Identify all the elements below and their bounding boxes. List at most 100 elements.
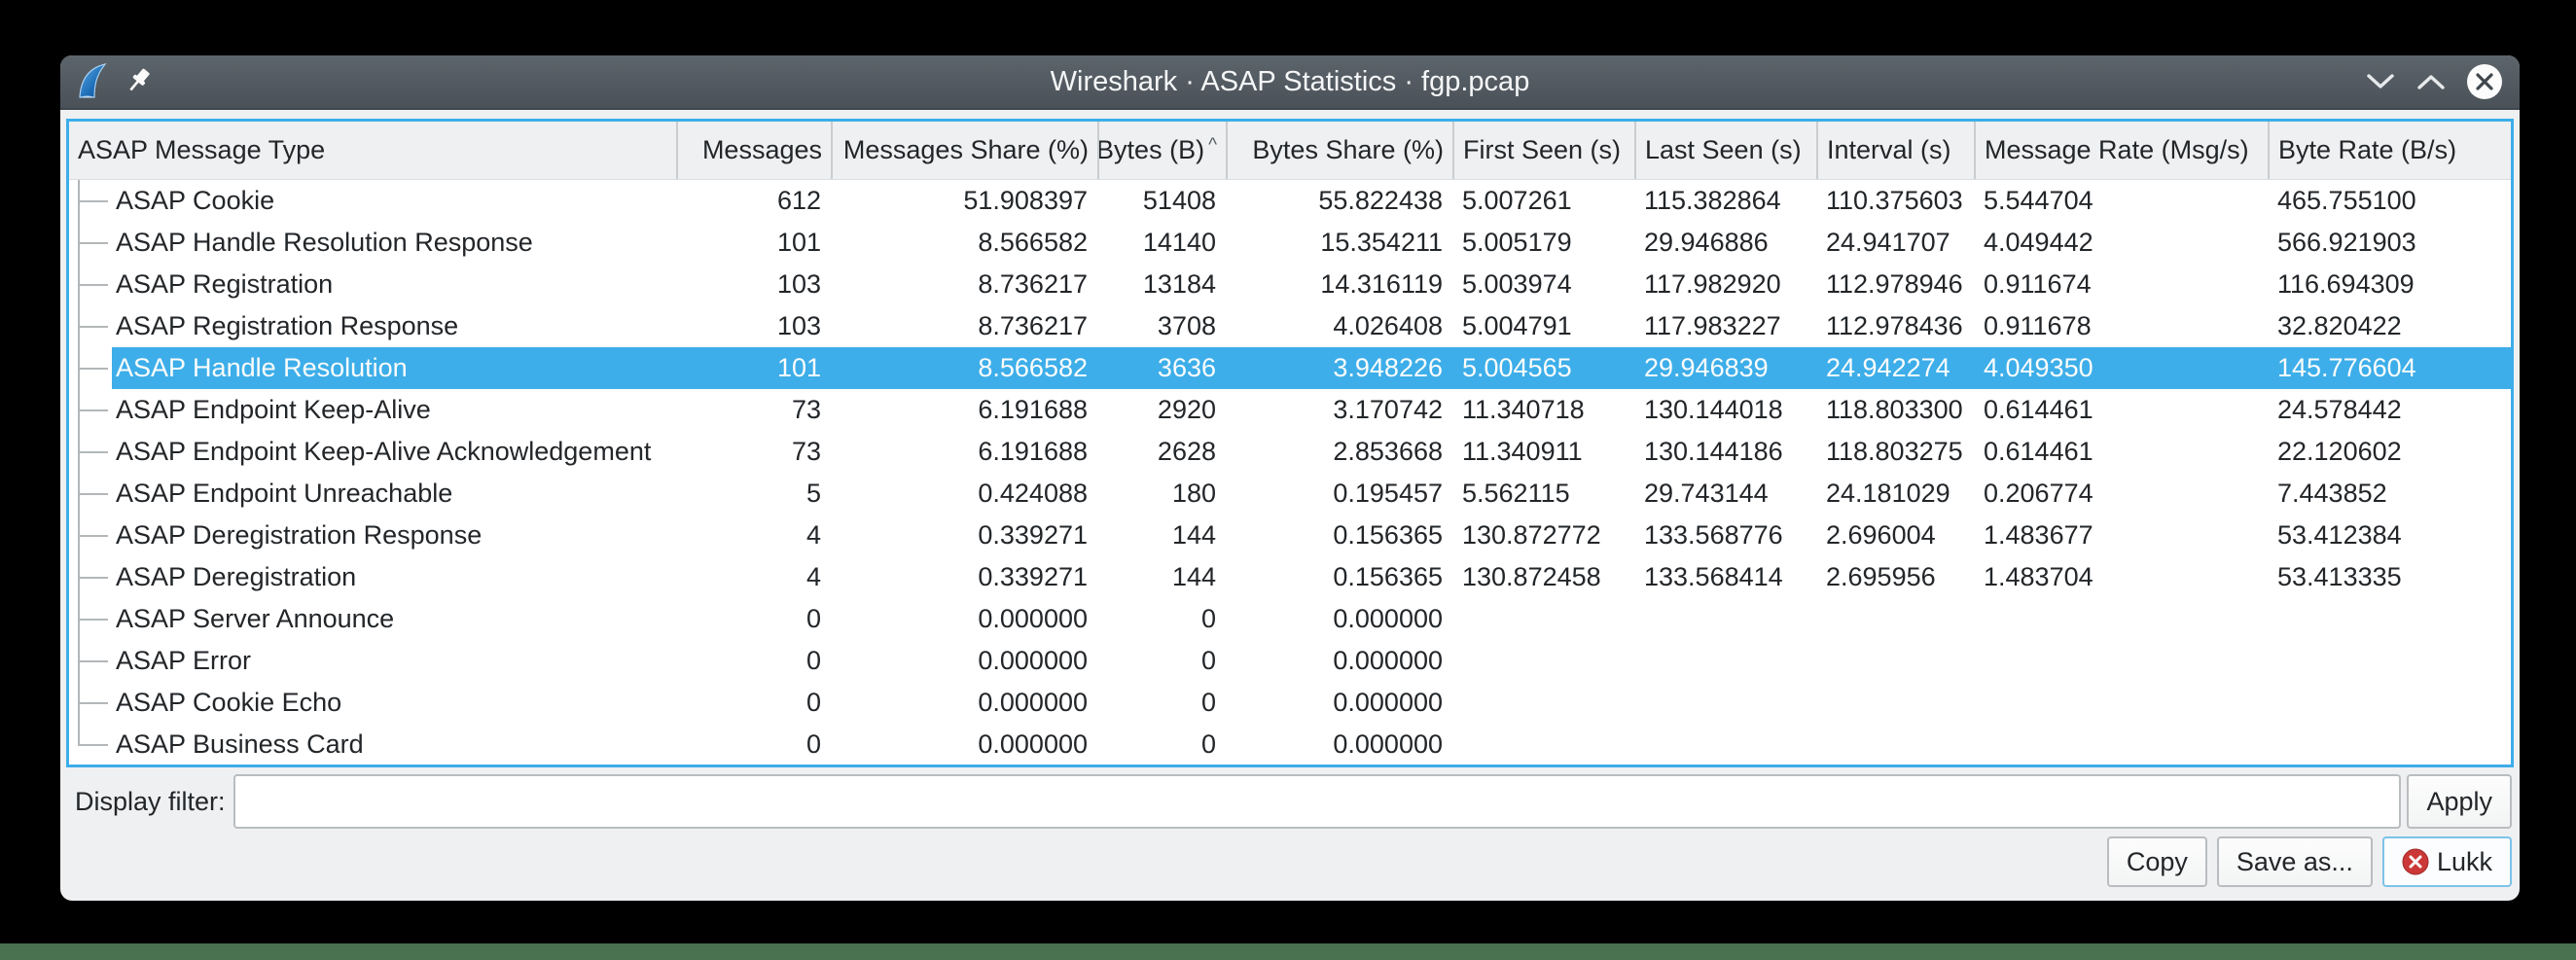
table-cell: 612 — [776, 186, 821, 215]
table-cell: ASAP Registration — [116, 269, 334, 299]
table-cell: 0.000000 — [1333, 646, 1443, 675]
apply-button[interactable]: Apply — [2407, 774, 2512, 829]
tree-branch-icon — [69, 180, 112, 222]
table-row[interactable]: ASAP Deregistration Response 4 0.339271 144… — [69, 515, 2511, 556]
table-cell: 180 — [1171, 479, 1216, 508]
titlebar[interactable]: Wireshark · ASAP Statistics · fgp.pcap — [60, 55, 2520, 110]
table-row[interactable]: ASAP Endpoint Keep-Alive Acknowledgement… — [69, 431, 2511, 473]
table-cell: 0.911674 — [1984, 269, 2092, 299]
table-row[interactable]: ASAP Server Announce 0 0.000000 0 0.000000 — [69, 598, 2511, 640]
table-cell — [1976, 598, 2270, 640]
column-header-byte-rate-b-s[interactable]: Byte Rate (B/s) — [2278, 135, 2457, 164]
table-cell: 4.049442 — [1984, 228, 2093, 257]
table-cell: 55.822438 — [1318, 186, 1443, 215]
dialog-content: ASAP Message Type Messages Messages Share … — [60, 110, 2520, 901]
table-cell: 0.339271 — [978, 520, 1088, 550]
table-cell: ASAP Registration Response — [116, 311, 459, 340]
table-cell: 3708 — [1157, 311, 1216, 340]
table-cell: 1.483704 — [1984, 562, 2093, 591]
copy-button[interactable]: Copy — [2106, 836, 2207, 887]
table-cell: 5.007261 — [1462, 186, 1572, 215]
sort-indicator-icon: ^ — [1208, 134, 1217, 156]
table-cell: 51408 — [1142, 186, 1216, 215]
table-row[interactable]: ASAP Deregistration 4 0.339271 144 0.156365 1… — [69, 556, 2511, 598]
table-cell — [1636, 640, 1818, 682]
table-cell: 0.156365 — [1333, 562, 1443, 591]
table-cell: 8.736217 — [978, 269, 1088, 299]
column-header-bytes-share[interactable]: Bytes Share (%) — [1228, 122, 1454, 179]
table-row[interactable]: ASAP Cookie 612 51.908397 51408 55.822438 5.0… — [69, 180, 2511, 222]
table-header: ASAP Message Type Messages Messages Share … — [69, 122, 2511, 180]
tree-branch-icon — [69, 724, 112, 764]
table-cell — [1976, 682, 2270, 724]
column-header-message-rate-msg-s[interactable]: Message Rate (Msg/s) — [1976, 122, 2270, 179]
table-cell: 101 — [776, 353, 821, 382]
column-header-messages[interactable]: Messages — [678, 122, 833, 179]
table-cell: 8.566582 — [978, 353, 1088, 382]
dialog-actions: Copy Save as... Lukk — [68, 836, 2512, 887]
table-cell: ASAP Handle Resolution — [116, 353, 408, 382]
table-cell: 7.443852 — [2277, 479, 2387, 508]
table-cell: 0.000000 — [978, 604, 1088, 633]
column-header-interval-s[interactable]: Interval (s) — [1818, 122, 1976, 179]
save-as-button[interactable]: Save as... — [2216, 836, 2373, 887]
maximize-button[interactable] — [2415, 71, 2448, 92]
table-cell: 118.803300 — [1826, 395, 1963, 424]
table-cell: 0 — [805, 688, 821, 717]
table-cell: 0.000000 — [1333, 604, 1443, 633]
column-header-asap-message-type[interactable]: ASAP Message Type — [69, 122, 678, 179]
table-cell: 566.921903 — [2277, 228, 2416, 257]
table-cell — [2270, 598, 2511, 640]
table-cell: 29.743144 — [1644, 479, 1769, 508]
column-header-bytes-b[interactable]: Bytes (B) ^ — [1099, 122, 1228, 179]
table-cell — [1454, 598, 1636, 640]
table-cell: ASAP Deregistration — [116, 562, 357, 591]
display-filter-input[interactable] — [233, 774, 2402, 829]
tree-branch-icon — [69, 556, 112, 598]
table-cell: 2.696004 — [1826, 520, 1936, 550]
table-cell — [1636, 724, 1818, 764]
table-cell: 14140 — [1142, 228, 1216, 257]
table-cell: 0.000000 — [978, 688, 1088, 717]
table-row[interactable]: ASAP Cookie Echo 0 0.000000 0 0.000000 — [69, 682, 2511, 724]
table-row[interactable]: ASAP Handle Resolution 101 8.566582 3636 3.9… — [69, 347, 2511, 389]
table-cell — [1454, 682, 1636, 724]
table-row[interactable]: ASAP Error 0 0.000000 0 0.000000 — [69, 640, 2511, 682]
table-cell: 115.382864 — [1644, 186, 1781, 215]
column-header-messages-share[interactable]: Messages Share (%) — [833, 122, 1099, 179]
table-cell: 133.568414 — [1644, 562, 1783, 591]
display-filter-label: Display filter: — [75, 786, 226, 816]
table-cell: 32.820422 — [2277, 311, 2402, 340]
table-cell — [1976, 640, 2270, 682]
table-cell: 0 — [1200, 604, 1216, 633]
pin-icon[interactable] — [126, 68, 154, 95]
table-cell: 15.354211 — [1320, 228, 1443, 257]
tree-branch-icon — [69, 347, 112, 389]
tree-branch-icon — [69, 264, 112, 305]
window-title: Wireshark · ASAP Statistics · fgp.pcap — [1050, 66, 1530, 97]
table-cell: 133.568776 — [1644, 520, 1783, 550]
table-cell: 0 — [805, 729, 821, 759]
table-cell: 14.316119 — [1320, 269, 1443, 299]
column-header-last-seen-s[interactable]: Last Seen (s) — [1636, 122, 1818, 179]
table-cell: 130.144186 — [1644, 437, 1783, 466]
table-row[interactable]: ASAP Registration Response 103 8.736217 370… — [69, 305, 2511, 347]
close-dialog-button[interactable]: Lukk — [2381, 836, 2512, 887]
table-cell: 0 — [805, 604, 821, 633]
wireshark-icon[interactable] — [74, 62, 113, 101]
desktop-background-strip — [0, 943, 2576, 960]
table-row[interactable]: ASAP Endpoint Unreachable 5 0.424088 180 0.1… — [69, 473, 2511, 515]
table-row[interactable]: ASAP Endpoint Keep-Alive 73 6.191688 2920 3.… — [69, 389, 2511, 431]
table-row[interactable]: ASAP Business Card 0 0.000000 0 0.000000 — [69, 724, 2511, 764]
close-dialog-label: Lukk — [2436, 846, 2492, 876]
tree-branch-icon — [69, 389, 112, 431]
table-cell: 53.413335 — [2277, 562, 2402, 591]
table-cell: 0.000000 — [1333, 688, 1443, 717]
table-row[interactable]: ASAP Handle Resolution Response 101 8.5665… — [69, 222, 2511, 264]
close-button[interactable] — [2465, 62, 2504, 101]
table-cell: 0 — [805, 646, 821, 675]
column-header-first-seen-s[interactable]: First Seen (s) — [1454, 122, 1636, 179]
tree-branch-icon — [69, 682, 112, 724]
table-row[interactable]: ASAP Registration 103 8.736217 13184 14.3161… — [69, 264, 2511, 305]
minimize-button[interactable] — [2364, 71, 2397, 92]
